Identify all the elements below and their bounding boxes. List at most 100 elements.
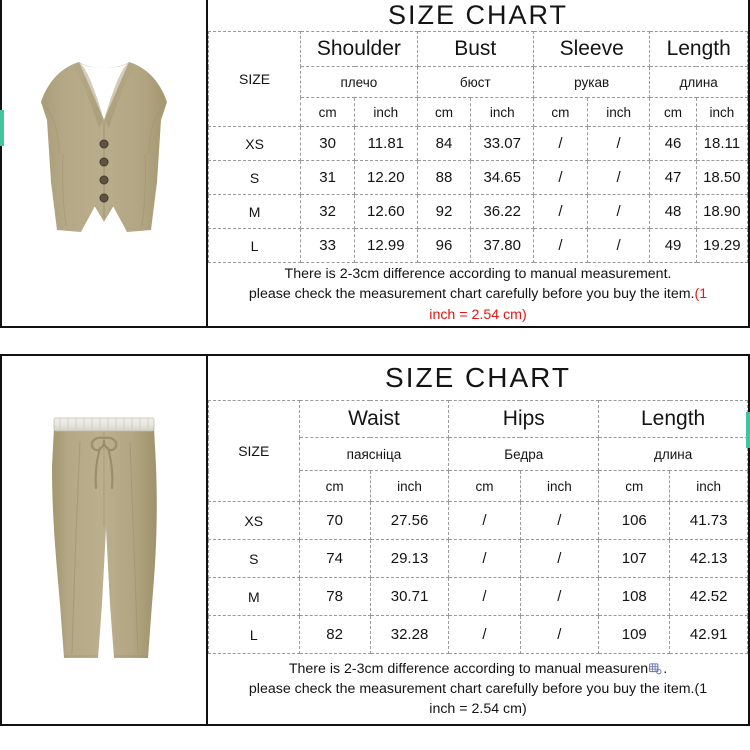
group-header-waist-ru: паясніца [298,437,450,471]
waistband [54,418,154,431]
note-line-2-black: please check the measurement chart caref… [248,286,695,303]
cell-shoulder-cm: 33 [300,228,356,263]
table-title-row: SIZE CHART [208,356,748,401]
vest-button [99,157,109,167]
cell-shoulder-cm: 32 [300,194,356,229]
table-row: XS 30 11.81 84 33.07 / / 46 18.11 [207,126,748,161]
table-title-row: SIZE CHART [208,0,748,32]
group-header-bust: Bust [416,31,534,67]
note-line-2-red: (1 [694,286,708,303]
product-image-pane-trousers [2,356,208,724]
cell-sleeve-inch: / [586,228,651,263]
cell-sleeve-inch: / [586,194,651,229]
unit-sleeve-cm: cm [532,97,588,127]
cell-bust-cm: 96 [416,228,472,263]
cell-hips-cm: / [448,539,521,578]
row-size-label: L [207,228,302,263]
cell-sleeve-cm: / [532,194,588,229]
vest-button [99,139,109,149]
table-row: XS 70 27.56 / / 106 41.73 [208,501,748,540]
cell-hips-inch: / [519,577,600,616]
cell-length-cm: 48 [649,194,697,229]
unit-bust-cm: cm [416,97,472,127]
note-line-1: There is 2-3cm difference according to m… [284,266,672,283]
size-table-pane-vest: SIZE CHART SIZE Shoulder Bust Sleeve Len… [207,0,748,326]
note-line-3: inch = 2.54 cm) [429,306,527,323]
group-header-length-ru: длина [649,66,748,98]
cell-length-cm: 46 [649,126,697,161]
cell-length-cm: 47 [649,160,697,195]
size-table-vest: SIZE CHART SIZE Shoulder Bust Sleeve Len… [207,0,748,326]
group-header-bust-ru: бюст [416,66,534,98]
cell-hips-inch: / [519,501,600,540]
note-line-1: There is 2-3cm difference according to m… [209,659,748,679]
unit-sleeve-inch: inch [586,97,651,127]
group-header-waist: Waist [298,400,450,438]
table-row: S 74 29.13 / / 107 42.13 [208,539,748,578]
vest-button [99,175,109,185]
row-size-label: S [208,539,300,578]
cell-hips-cm: / [448,501,521,540]
product-image-pane-vest [2,0,208,326]
size-chart-title: SIZE CHART [208,356,748,401]
cell-sleeve-cm: / [532,228,588,263]
size-column-header: SIZE [208,400,300,502]
row-size-label: XS [208,501,300,540]
cell-shoulder-inch: 11.81 [354,126,418,161]
cell-hips-cm: / [448,577,521,616]
cell-shoulder-inch: 12.20 [354,160,418,195]
size-column-header: SIZE [207,31,302,127]
unit-shoulder-inch: inch [354,97,418,127]
cell-length-cm: 109 [598,615,671,654]
cell-length-inch: 18.11 [695,126,748,161]
table-row: M 78 30.71 / / 108 42.52 [208,577,748,616]
cell-bust-cm: 84 [416,126,472,161]
cell-length-cm: 108 [598,577,671,616]
cell-bust-inch: 37.80 [470,228,534,263]
group-header-row-ru: паясніца Бедра длина [209,437,748,471]
cell-bust-inch: 33.07 [470,126,534,161]
cell-length-inch: 19.29 [695,228,748,263]
group-header-row-en: SIZE Waist Hips Length [208,400,748,502]
cell-length-inch: 18.90 [695,194,748,229]
row-size-label: S [207,160,302,195]
group-header-length-ru: длина [598,437,748,471]
cell-length-inch: 18.50 [695,160,748,195]
vest-button [99,193,109,203]
cell-bust-inch: 36.22 [470,194,534,229]
cell-sleeve-cm: / [532,160,588,195]
unit-length-inch: inch [695,97,748,127]
unit-length-inch: inch [669,470,748,502]
unit-header-row: cm inch cm inch cm inch cm inch [209,97,748,127]
cell-waist-cm: 82 [298,615,371,654]
cell-length-cm: 107 [598,539,671,578]
cell-length-inch: 42.52 [669,577,748,616]
cell-length-cm: 106 [598,501,671,540]
size-table-pane-trousers: SIZE CHART SIZE Waist Hips Length паясні… [208,356,748,724]
cell-length-inch: 42.13 [669,539,748,578]
cell-length-inch: 42.91 [669,615,748,654]
note-line-2: please check the measurement chart caref… [248,680,708,697]
group-header-shoulder-ru: плечо [300,66,418,98]
cell-hips-inch: / [519,539,600,578]
cell-waist-inch: 29.13 [369,539,450,578]
table-row: L 82 32.28 / / 109 42.91 [208,615,748,654]
unit-waist-inch: inch [369,470,450,502]
cell-waist-inch: 32.28 [369,615,450,654]
cell-bust-inch: 34.65 [470,160,534,195]
table-row: L 33 12.99 96 37.80 / / 49 19.29 [207,228,748,263]
unit-bust-inch: inch [470,97,534,127]
row-size-label: M [207,194,302,229]
unit-waist-cm: cm [298,470,371,502]
cell-length-cm: 49 [649,228,697,263]
note-line-1-b: . [663,660,668,677]
group-header-row-ru: плечо бюст рукав длина [209,66,748,98]
group-header-row-en: SIZE Shoulder Bust Sleeve Length [207,31,748,127]
table-row: M 32 12.60 92 36.22 / / 48 18.90 [207,194,748,229]
unit-hips-cm: cm [448,470,521,502]
group-header-sleeve: Sleeve [532,31,651,67]
size-chart-panel-vest: SIZE CHART SIZE Shoulder Bust Sleeve Len… [0,0,750,328]
table-grid-watermark-icon [649,663,662,675]
note-line-2: please check the measurement chart caref… [209,284,748,304]
edge-marker-right [746,412,750,448]
